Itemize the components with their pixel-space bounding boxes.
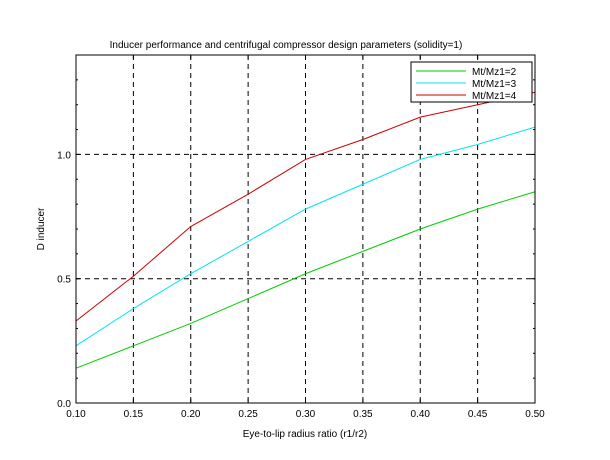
- x-tick-label: 0.10: [66, 409, 86, 420]
- x-tick-label: 0.15: [124, 409, 144, 420]
- legend-label-3: Mt/Mz1=4: [472, 91, 517, 102]
- x-tick-label: 0.30: [296, 409, 316, 420]
- legend-label-2: Mt/Mz1=3: [472, 79, 517, 90]
- ticks: 0.10 0.15 0.20 0.25 0.30 0.35 0.40 0.45 0.50 0.0 0…: [57, 55, 545, 420]
- series-line-2: [75, 126, 536, 347]
- y-tick-label: 0.0: [57, 399, 71, 410]
- series-line-1: [75, 191, 536, 369]
- x-tick-label: 0.35: [353, 409, 373, 420]
- legend-label-1: Mt/Mz1=2: [472, 67, 517, 78]
- series-layer: [75, 91, 536, 369]
- y-tick-label: 0.5: [57, 275, 71, 286]
- x-tick-label: 0.20: [181, 409, 201, 420]
- x-tick-label: 0.50: [525, 409, 545, 420]
- y-tick-label: 1.0: [57, 150, 71, 161]
- x-tick-label: 0.25: [238, 409, 258, 420]
- legend: Mt/Mz1=2Mt/Mz1=3Mt/Mz1=4: [410, 61, 533, 103]
- x-tick-label: 0.45: [468, 409, 488, 420]
- series-line-3: [75, 91, 536, 322]
- x-axis-label: Eye-to-lip radius ratio (r1/r2): [243, 429, 367, 440]
- y-axis-label: D inducer: [36, 207, 47, 250]
- x-tick-label: 0.40: [411, 409, 431, 420]
- chart-title: Inducer performance and centrifugal comp…: [110, 40, 463, 51]
